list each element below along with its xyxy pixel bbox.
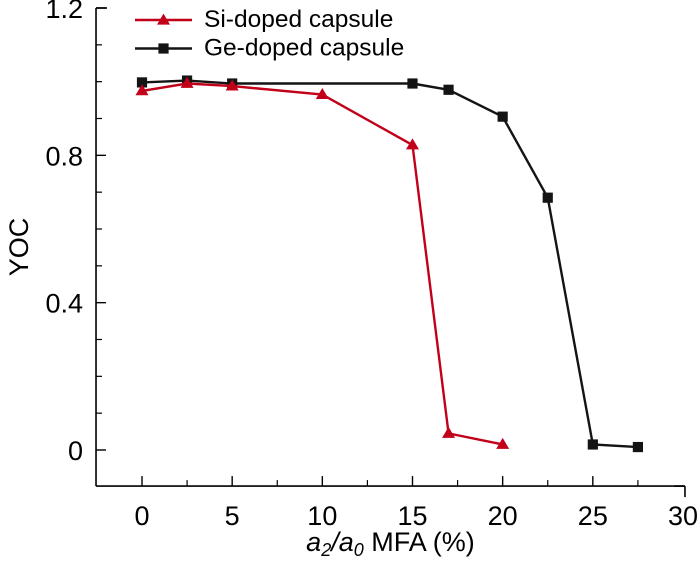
svg-text:Si-doped capsule: Si-doped capsule <box>204 6 393 33</box>
svg-text:YOC: YOC <box>4 218 34 277</box>
svg-text:5: 5 <box>225 501 240 531</box>
svg-text:0: 0 <box>68 436 83 466</box>
svg-text:20: 20 <box>488 501 518 531</box>
svg-text:Ge-doped capsule: Ge-doped capsule <box>204 35 404 62</box>
svg-text:0.8: 0.8 <box>45 141 83 171</box>
svg-text:0.4: 0.4 <box>45 289 83 319</box>
svg-text:0: 0 <box>134 501 149 531</box>
svg-text:1.2: 1.2 <box>45 0 83 24</box>
svg-text:25: 25 <box>578 501 608 531</box>
svg-text:30: 30 <box>668 501 698 531</box>
svg-text:a2/a0 MFA (%): a2/a0 MFA (%) <box>306 527 475 560</box>
